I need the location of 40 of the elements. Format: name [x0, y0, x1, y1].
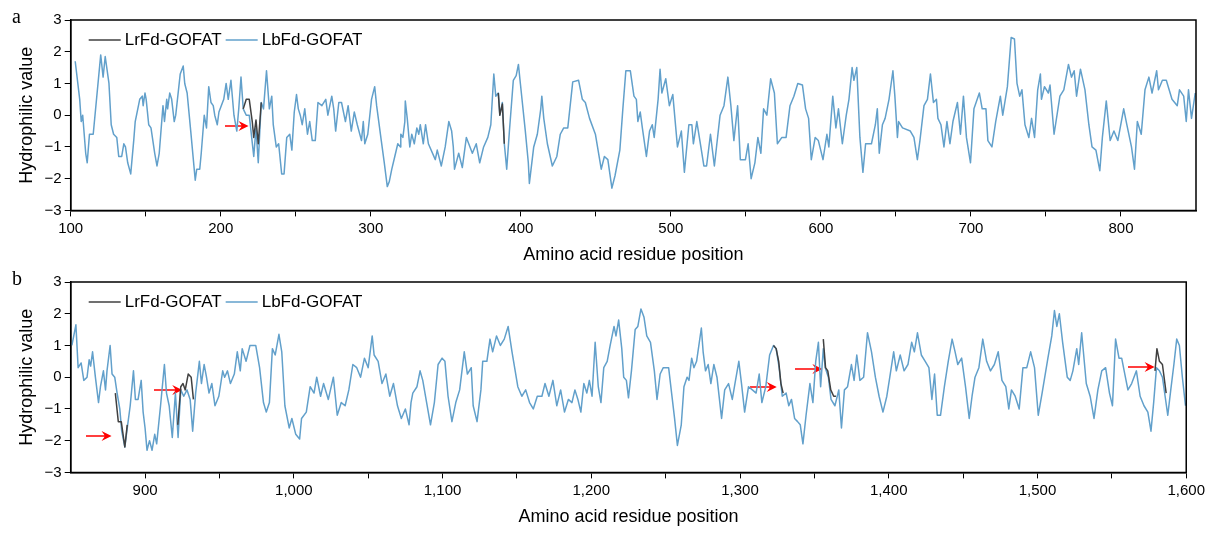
y-tick-label: 0 — [53, 367, 62, 385]
x-tick-label: 100 — [58, 218, 84, 236]
y-tick-label: 3 — [53, 10, 62, 28]
x-tick-label: 400 — [508, 218, 534, 236]
x-tick-label: 200 — [208, 218, 234, 236]
y-tick-label: 3 — [53, 272, 62, 290]
y-tick-label: 1 — [53, 335, 62, 353]
x-axis-title: Amino acid residue position — [518, 506, 739, 527]
x-tick-label: 500 — [658, 218, 684, 236]
x-tick-label: 800 — [1108, 218, 1134, 236]
y-axis-title: Hydrophilic value — [15, 308, 36, 446]
y-tick-label: 2 — [53, 303, 62, 321]
chart-title: a — [12, 5, 21, 28]
x-tick-label: 1,300 — [721, 480, 759, 498]
legend-label: LrFd-GOFAT — [124, 291, 222, 311]
x-tick-label: 1,100 — [423, 480, 462, 498]
x-tick-label: 600 — [808, 218, 834, 236]
y-tick-label: 1 — [53, 73, 62, 91]
x-tick-label: 1,000 — [275, 480, 313, 498]
chart-title: b — [12, 267, 22, 290]
x-axis-title: Amino acid residue position — [523, 244, 744, 265]
legend-label: LbFd-GOFAT — [261, 29, 363, 49]
legend-label: LbFd-GOFAT — [261, 291, 363, 311]
y-tick-label: −2 — [44, 168, 62, 186]
y-axis-title: Hydrophilic value — [15, 46, 36, 184]
x-tick-label: 1,200 — [572, 480, 611, 498]
x-tick-label: 300 — [358, 218, 384, 236]
y-tick-label: −1 — [44, 137, 62, 155]
x-tick-label: 700 — [958, 218, 984, 236]
x-tick-label: 900 — [132, 480, 158, 498]
x-tick-label: 1,600 — [1167, 480, 1206, 498]
y-tick-label: 0 — [53, 105, 62, 123]
x-tick-label: 1,400 — [869, 480, 908, 498]
legend-label: LrFd-GOFAT — [124, 29, 222, 49]
y-tick-label: −1 — [44, 399, 62, 417]
y-tick-label: −3 — [44, 462, 62, 480]
x-tick-label: 1,500 — [1018, 480, 1057, 498]
y-tick-label: 2 — [53, 41, 62, 59]
y-tick-label: −2 — [44, 430, 62, 448]
y-tick-label: −3 — [44, 200, 62, 218]
